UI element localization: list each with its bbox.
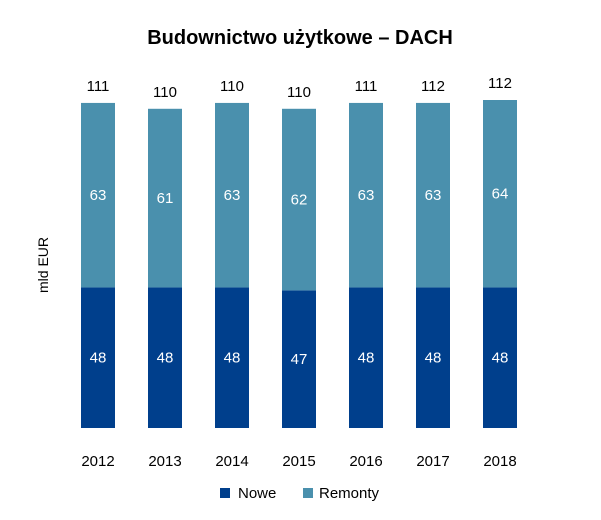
data-label-nowe-2012: 48 — [90, 350, 107, 367]
data-label-nowe-2018: 48 — [492, 350, 509, 367]
data-label-remonty-2016: 63 — [358, 187, 375, 204]
data-label-nowe-2016: 48 — [358, 350, 375, 367]
x-tick-label-2014: 2014 — [215, 453, 248, 470]
x-tick-label-2012: 2012 — [81, 453, 114, 470]
bar-remonty-2015 — [282, 108, 316, 291]
data-label-nowe-2017: 48 — [425, 350, 442, 367]
x-tick-label-2016: 2016 — [349, 453, 382, 470]
data-label-nowe-2014: 48 — [224, 350, 241, 367]
data-label-remonty-2018: 64 — [492, 186, 509, 203]
y-axis-label: mld EUR — [35, 237, 51, 293]
x-tick-label-2015: 2015 — [282, 453, 315, 470]
data-label-remonty-2012: 63 — [90, 187, 107, 204]
data-label-nowe-2015: 47 — [291, 351, 308, 368]
data-label-remonty-2015: 62 — [291, 192, 308, 209]
x-tick-label-2018: 2018 — [483, 453, 516, 470]
legend-label-nowe: Nowe — [238, 485, 276, 502]
bar-remonty-2018 — [483, 100, 517, 288]
bar-nowe-2015 — [282, 290, 316, 428]
total-label-2013: 110 — [153, 84, 177, 101]
bar-nowe-2012 — [81, 287, 115, 428]
legend-swatch-remonty — [303, 488, 313, 498]
data-label-remonty-2013: 61 — [157, 190, 174, 207]
legend: Nowe Remonty — [220, 485, 380, 502]
data-label-nowe-2013: 48 — [157, 350, 174, 367]
total-label-2017: 112 — [421, 78, 445, 95]
bar-remonty-2014 — [215, 102, 249, 288]
chart-title: Budownictwo użytkowe – DACH — [147, 27, 453, 49]
data-label-remonty-2014: 63 — [224, 187, 241, 204]
total-label-2016: 111 — [355, 78, 378, 95]
bar-nowe-2014 — [215, 287, 249, 428]
bar-remonty-2016 — [349, 102, 383, 288]
total-label-2014: 110 — [220, 78, 244, 95]
total-label-2015: 110 — [287, 84, 311, 101]
bar-nowe-2018 — [483, 287, 517, 428]
total-label-2012: 111 — [87, 78, 110, 95]
data-label-remonty-2017: 63 — [425, 187, 442, 204]
x-tick-label-2013: 2013 — [148, 453, 181, 470]
total-label-2018: 112 — [488, 75, 512, 92]
bar-remonty-2013 — [148, 108, 182, 288]
bars-group: 48 63 111 2012 48 61 110 2013 48 63 110 2014 47 62 110… — [81, 75, 517, 470]
bar-nowe-2017 — [416, 287, 450, 428]
legend-swatch-nowe — [220, 488, 230, 498]
bar-nowe-2013 — [148, 287, 182, 428]
bar-nowe-2016 — [349, 287, 383, 428]
bar-remonty-2017 — [416, 102, 450, 288]
legend-label-remonty: Remonty — [319, 485, 380, 502]
bar-remonty-2012 — [81, 102, 115, 288]
x-tick-label-2017: 2017 — [416, 453, 449, 470]
